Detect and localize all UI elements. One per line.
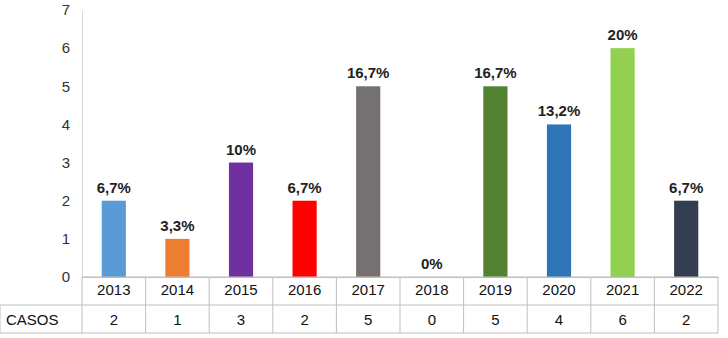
annotation: 6,7% [287,179,321,196]
x-tick: 2021 [606,277,639,298]
annotations: 6,7% 3,3% 10% 6,7% 16,7% 0% 16,7% 13,2% 20% 6,7% [97,26,704,272]
x-tick-label: 2021 [606,281,639,298]
data-table: CASOS 2 1 3 2 5 0 5 4 6 2 [0,277,718,333]
y-tick-label: 7 [62,1,70,18]
annotation: 13,2% [538,102,581,119]
chart: 012345676,7%3,3%10%6,7%16,7%0%16,7%13,2%… [0,0,728,338]
annotation: 6,7% [669,179,703,196]
y-axis-line [82,11,83,278]
x-tick-label: 2020 [542,281,575,298]
x-tick: 2017 [352,277,385,298]
x-tick: 2016 [288,277,321,298]
annotation: 6,7% [97,179,131,196]
y-tick: 1 [62,230,82,247]
x-tick-label: 2016 [288,281,321,298]
y-tick: 4 [62,116,82,133]
y-tick-label: 1 [62,230,70,247]
plot: 0 1 2 3 4 5 6 7 6,7% 3,3% 10% 6,7% 16,7% 0% 16,7% 13,2%… [62,1,719,297]
y-tick-label: 4 [62,116,70,133]
annotation: 0% [421,255,443,272]
x-tick: 2015 [224,277,257,298]
annotation: 10% [226,141,256,158]
y-tick-label: 5 [62,78,70,95]
table-rule [527,277,528,333]
x-tick: 2014 [161,277,194,298]
table-rule [590,277,591,333]
x-tick-label: 2015 [224,281,257,298]
bar [611,48,635,277]
table-value: 1 [173,311,181,328]
table-values: 2 1 3 2 5 0 5 4 6 2 [110,311,691,328]
y-tick: 0 [62,268,82,285]
bar [165,239,189,277]
table-rule [0,333,718,334]
y-tick-label: 2 [62,192,70,209]
x-tick-label: 2013 [97,281,130,298]
table-rule [0,305,718,306]
table-rule [272,277,273,333]
y-tick-label: 6 [62,39,70,56]
y-tick: 2 [62,192,82,209]
x-tick-label: 2014 [161,281,194,298]
table-label: CASOS [6,311,59,328]
x-tick-label: 2018 [415,281,448,298]
table-rule [336,277,337,333]
table-value: 6 [618,311,626,328]
table-value: 2 [682,311,690,328]
x-tick-label: 2019 [479,281,512,298]
y-tick-label: 3 [62,154,70,171]
x-tick: 2013 [97,277,130,298]
table-rule [400,277,401,333]
y-tick-label: 0 [62,268,70,285]
table-rule [654,277,655,333]
table-value: 2 [110,311,118,328]
table-value: 2 [300,311,308,328]
x-tick: 2018 [415,277,448,298]
x-tick-label: 2017 [352,281,385,298]
table-rule [145,277,146,333]
table-rule [209,277,210,333]
annotation: 16,7% [474,64,517,81]
y-axis: 0 1 2 3 4 5 6 7 [62,1,83,285]
bar [293,201,317,277]
table-value: 3 [237,311,245,328]
y-tick: 6 [62,39,82,56]
table-rule [82,277,83,333]
table-rule [0,305,1,333]
bar [356,86,380,277]
annotation: 16,7% [347,64,390,81]
table-value: 4 [555,311,563,328]
x-tick: 2022 [670,277,703,298]
bar [102,201,126,277]
table-value: 0 [428,311,436,328]
annotation: 20% [608,26,638,43]
x-tick: 2020 [542,277,575,298]
x-tick-label: 2022 [670,281,703,298]
bar [674,201,698,277]
x-tick: 2019 [479,277,512,298]
bar [229,163,253,277]
y-tick: 7 [62,1,82,18]
y-tick: 3 [62,154,82,171]
bar [547,124,571,277]
table-value: 5 [364,311,372,328]
table-rule [718,277,719,333]
annotation: 3,3% [160,217,194,234]
y-tick: 5 [62,78,82,95]
table-value: 5 [491,311,499,328]
table-rule [463,277,464,333]
bar [483,86,507,277]
bars [102,48,699,277]
